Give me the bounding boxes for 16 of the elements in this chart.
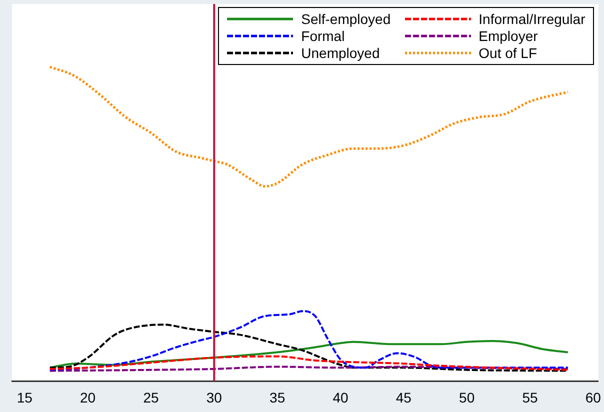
legend-label: Self-employed [301, 11, 391, 27]
legend-label: Informal/Irregular [478, 11, 586, 27]
x-tick-label: 45 [396, 389, 412, 406]
legend-label: Formal [301, 28, 345, 44]
x-tick-label: 60 [585, 389, 602, 406]
x-tick-label: 40 [332, 389, 348, 406]
x-tick-label: 55 [522, 389, 538, 406]
x-tick-label: 30 [206, 389, 222, 406]
x-tick-label: 35 [270, 389, 286, 406]
x-tick-label: 15 [16, 389, 33, 406]
legend-label: Out of LF [478, 45, 537, 61]
x-tick-label: 50 [459, 389, 475, 406]
legend-label: Employer [478, 28, 538, 44]
x-tick-label: 25 [143, 389, 159, 406]
legend-label: Unemployed [301, 45, 380, 61]
x-tick-label: 20 [80, 389, 96, 406]
